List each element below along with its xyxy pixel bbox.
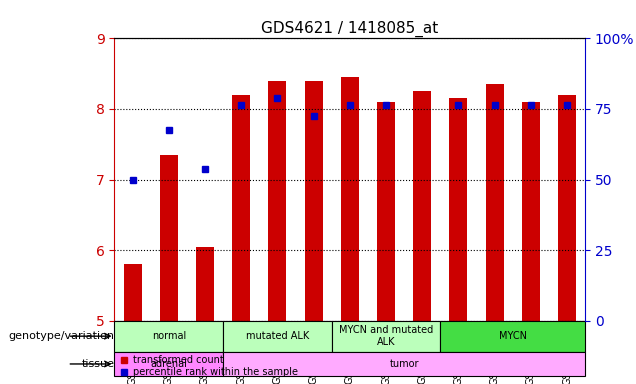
Bar — [268, 81, 286, 321]
Bar — [341, 77, 359, 321]
Bar — [123, 264, 142, 321]
Text: genotype/variation: genotype/variation — [8, 331, 114, 341]
Bar — [223, 352, 585, 376]
Bar — [114, 321, 223, 352]
Bar — [114, 352, 223, 376]
Bar — [485, 84, 504, 321]
Bar — [160, 155, 178, 321]
Text: adrenal: adrenal — [150, 359, 187, 369]
Text: MYCN: MYCN — [499, 331, 527, 341]
Bar — [450, 98, 467, 321]
Title: GDS4621 / 1418085_at: GDS4621 / 1418085_at — [261, 21, 438, 37]
Legend: transformed count, percentile rank within the sample: transformed count, percentile rank withi… — [120, 355, 298, 377]
Text: mutated ALK: mutated ALK — [245, 331, 309, 341]
Text: tissue: tissue — [81, 359, 114, 369]
Bar — [413, 91, 431, 321]
Bar — [522, 102, 540, 321]
Bar — [377, 102, 395, 321]
Text: normal: normal — [151, 331, 186, 341]
Bar — [332, 321, 440, 352]
Bar — [558, 95, 576, 321]
Bar — [232, 95, 250, 321]
Bar — [223, 321, 332, 352]
Bar — [305, 81, 322, 321]
Bar — [440, 321, 585, 352]
Text: MYCN and mutated
ALK: MYCN and mutated ALK — [339, 325, 433, 347]
Bar — [196, 247, 214, 321]
Text: tumor: tumor — [389, 359, 419, 369]
